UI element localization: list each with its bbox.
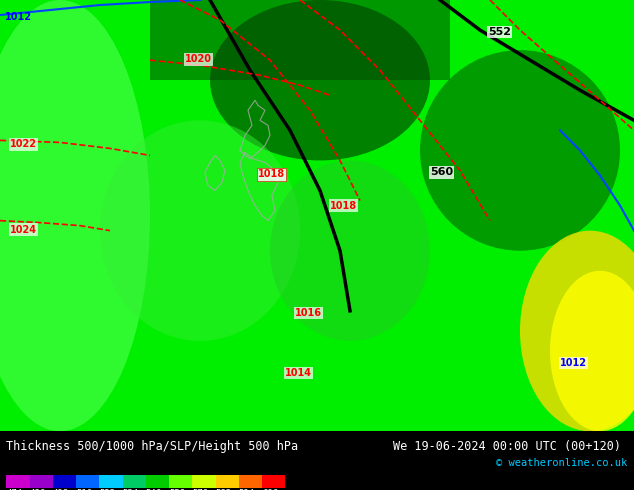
Text: © weatheronline.co.uk: © weatheronline.co.uk <box>496 458 628 467</box>
Text: 582: 582 <box>216 489 231 490</box>
Text: 1022: 1022 <box>10 140 37 149</box>
Text: 546: 546 <box>146 489 162 490</box>
Bar <box>150 0 450 80</box>
Text: 522: 522 <box>100 489 115 490</box>
Bar <box>100 475 122 488</box>
Bar <box>169 475 192 488</box>
Text: Thickness 500/1000 hPa/SLP/Height 500 hPa: Thickness 500/1000 hPa/SLP/Height 500 hP… <box>6 440 299 453</box>
Text: 498: 498 <box>53 489 69 490</box>
Ellipse shape <box>210 0 430 160</box>
Text: 570: 570 <box>192 489 209 490</box>
Bar <box>53 475 76 488</box>
Text: 1012: 1012 <box>5 12 32 22</box>
Ellipse shape <box>420 50 620 251</box>
Text: 474: 474 <box>6 489 22 490</box>
Text: 558: 558 <box>169 489 185 490</box>
Text: 510: 510 <box>76 489 92 490</box>
Text: 606: 606 <box>262 489 278 490</box>
Text: 1018: 1018 <box>258 170 285 179</box>
Bar <box>76 475 100 488</box>
Text: 1020: 1020 <box>185 54 212 64</box>
Bar <box>192 475 216 488</box>
Text: 486: 486 <box>30 489 46 490</box>
Bar <box>262 475 285 488</box>
Text: We 19-06-2024 00:00 UTC (00+120): We 19-06-2024 00:00 UTC (00+120) <box>393 440 621 453</box>
Text: 560: 560 <box>430 168 453 177</box>
Text: 1018: 1018 <box>330 200 357 211</box>
Bar <box>122 475 146 488</box>
Text: 552: 552 <box>488 27 511 37</box>
Ellipse shape <box>100 121 300 341</box>
Ellipse shape <box>550 271 634 431</box>
Text: 594: 594 <box>239 489 255 490</box>
Bar <box>30 475 53 488</box>
Text: 534: 534 <box>122 489 139 490</box>
Bar <box>239 475 262 488</box>
Ellipse shape <box>0 0 150 431</box>
Text: 1016: 1016 <box>295 308 322 318</box>
Text: 1024: 1024 <box>10 224 37 235</box>
Text: 1014: 1014 <box>285 368 312 378</box>
Bar <box>6 475 30 488</box>
Text: 1012: 1012 <box>560 358 587 368</box>
Ellipse shape <box>270 160 430 341</box>
Bar <box>216 475 239 488</box>
Bar <box>146 475 169 488</box>
Ellipse shape <box>520 231 634 431</box>
